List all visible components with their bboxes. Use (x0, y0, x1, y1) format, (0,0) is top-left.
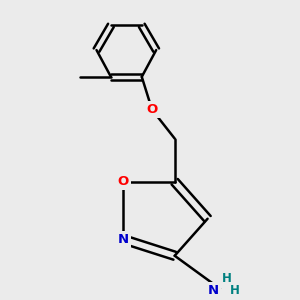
Text: H: H (230, 284, 240, 297)
Text: O: O (118, 175, 129, 188)
Text: O: O (146, 103, 158, 116)
Text: N: N (208, 284, 219, 297)
Text: N: N (118, 233, 129, 246)
Text: H: H (222, 272, 232, 285)
